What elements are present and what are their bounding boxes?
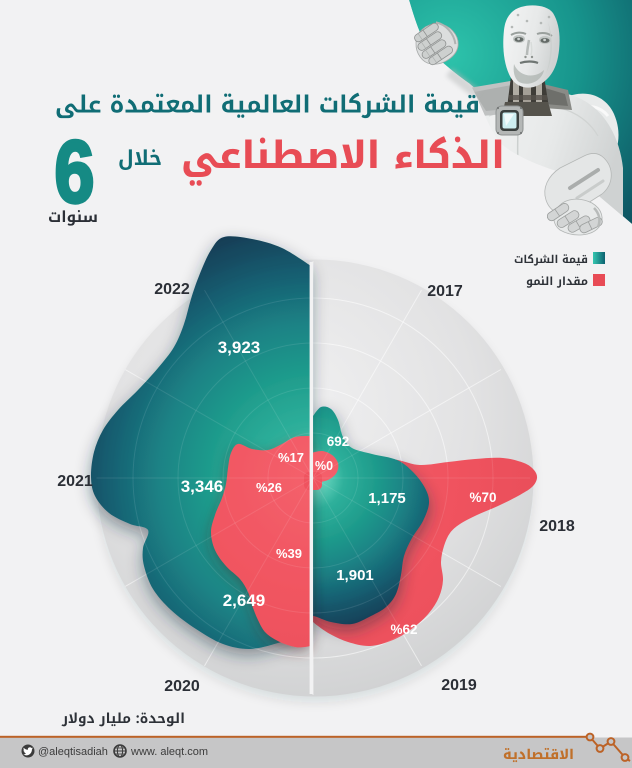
svg-text:2022: 2022 [154, 281, 190, 298]
svg-text:%62: %62 [390, 622, 417, 637]
svg-text:3,346: 3,346 [181, 477, 224, 496]
svg-text:1,175: 1,175 [368, 490, 406, 507]
svg-text:2017: 2017 [427, 283, 463, 300]
svg-text:2019: 2019 [441, 677, 477, 694]
svg-text:2,649: 2,649 [223, 591, 266, 610]
svg-text:%0: %0 [315, 459, 333, 473]
svg-text:www. aleqt.com: www. aleqt.com [130, 746, 208, 758]
svg-text:6: 6 [54, 123, 94, 221]
svg-text:%17: %17 [278, 450, 304, 465]
svg-text:2018: 2018 [539, 518, 575, 535]
svg-text:2021: 2021 [57, 473, 93, 490]
svg-text:%70: %70 [469, 490, 496, 505]
svg-text:3,923: 3,923 [218, 338, 261, 357]
svg-text:@aleqtisadiah: @aleqtisadiah [38, 746, 108, 758]
svg-text:692: 692 [327, 434, 350, 449]
svg-text:%39: %39 [276, 546, 302, 561]
svg-text:2020: 2020 [164, 678, 200, 695]
svg-text:%26: %26 [256, 480, 282, 495]
svg-text:1,901: 1,901 [336, 567, 374, 584]
